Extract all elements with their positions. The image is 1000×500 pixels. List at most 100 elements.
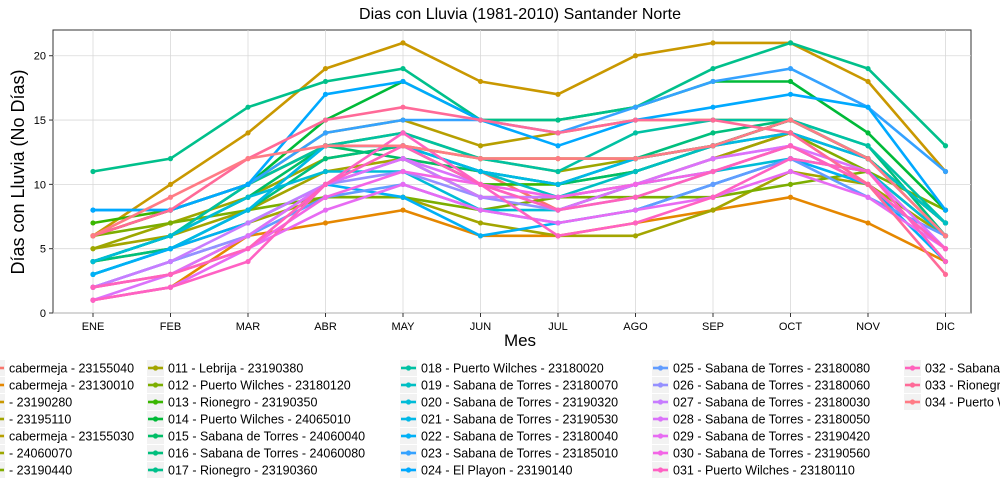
legend-marker — [909, 399, 916, 405]
data-point — [400, 40, 406, 46]
legend-item: - 23195110 — [0, 411, 71, 427]
data-point — [245, 181, 251, 187]
legend-label: 018 - Puerto Wilches - 23180020 — [421, 362, 604, 376]
legend-item: - 23190280 — [0, 394, 72, 410]
legend-label: cabermeja - 23155040 — [9, 362, 134, 376]
data-point — [865, 194, 871, 200]
data-point — [167, 220, 174, 226]
legend-marker — [657, 433, 664, 439]
data-point — [632, 156, 639, 162]
data-point — [322, 91, 329, 97]
legend-label: 029 - Sabana de Torres - 23190420 — [673, 430, 870, 444]
legend-label: 020 - Sabana de Torres - 23190320 — [421, 396, 618, 410]
data-point — [400, 130, 406, 136]
data-point — [167, 233, 174, 239]
legend-marker — [405, 365, 412, 371]
y-tick-label: 10 — [34, 179, 46, 191]
data-point — [710, 130, 716, 136]
legend-item: 027 - Sabana de Torres - 23180030 — [652, 394, 870, 410]
data-point — [400, 168, 406, 175]
legend-label: cabermeja - 23130010 — [9, 379, 134, 393]
data-point — [710, 117, 716, 123]
series-line — [92, 41, 947, 173]
x-tick-label: MAY — [391, 321, 415, 333]
data-point — [322, 65, 329, 72]
y-tick-label: 15 — [34, 115, 46, 127]
series-line — [92, 195, 947, 302]
legend-item: 013 - Rionegro - 23190350 — [147, 394, 317, 410]
legend-item: 030 - Sabana de Torres - 23190560 — [652, 445, 870, 461]
data-point — [167, 181, 174, 187]
legend-marker — [152, 365, 159, 371]
data-point — [865, 168, 871, 175]
data-point — [477, 156, 484, 162]
legend-item: 015 - Sabana de Torres - 24060040 — [147, 428, 365, 444]
legend-marker — [657, 365, 664, 371]
legend-item: 012 - Puerto Wilches - 23180120 — [147, 377, 351, 393]
chart-title: Dias con Lluvia (1981-2010) Santander No… — [359, 6, 681, 23]
data-point — [477, 233, 484, 239]
data-point — [477, 117, 484, 123]
data-point — [865, 181, 871, 187]
data-point — [865, 143, 871, 149]
data-point — [90, 168, 96, 175]
legend-item: 016 - Sabana de Torres - 24060080 — [147, 445, 365, 461]
legend-label: 016 - Sabana de Torres - 24060080 — [168, 447, 365, 461]
legend-item: 033 - Rionegr — [904, 377, 1000, 393]
data-point — [632, 207, 639, 213]
data-point — [477, 78, 484, 85]
data-point — [322, 130, 329, 136]
data-point — [555, 181, 561, 187]
data-point — [400, 143, 406, 149]
legend-marker — [152, 433, 159, 439]
legend-marker — [405, 382, 412, 388]
legend-label: 025 - Sabana de Torres - 23180080 — [673, 362, 870, 376]
legend-label: 015 - Sabana de Torres - 24060040 — [168, 430, 365, 444]
data-point — [167, 207, 174, 213]
legend-label: 028 - Sabana de Torres - 23180050 — [673, 413, 870, 427]
x-axis-title: Mes — [504, 331, 536, 350]
legend-label: 012 - Puerto Wilches - 23180120 — [168, 379, 351, 393]
series-28 — [90, 143, 949, 290]
data-point — [787, 143, 794, 149]
legend-label: 017 - Rionegro - 23190360 — [168, 464, 317, 478]
series-30 — [90, 117, 949, 239]
legend-item: 031 - Puerto Wilches - 23180110 — [652, 462, 855, 478]
data-point — [787, 194, 794, 200]
legend-label: 024 - El Playon - 23190140 — [421, 464, 573, 478]
x-tick-label: JUN — [470, 321, 491, 333]
data-point — [400, 194, 406, 200]
data-point — [322, 220, 329, 226]
data-point — [245, 220, 251, 226]
data-point — [167, 258, 174, 265]
series-line — [92, 41, 947, 237]
data-point — [167, 271, 174, 278]
x-tick-label: DIC — [936, 321, 955, 333]
data-point — [322, 207, 329, 213]
legend-item: 026 - Sabana de Torres - 23180060 — [652, 377, 870, 393]
data-point — [787, 181, 794, 187]
legend-label: 034 - Puerto W — [925, 396, 1000, 410]
data-point — [710, 181, 716, 187]
data-point — [632, 220, 639, 226]
legend-label: 022 - Sabana de Torres - 23180040 — [421, 430, 618, 444]
data-point — [632, 130, 639, 136]
data-point — [400, 117, 406, 123]
legend-label: 011 - Lebrija - 23190380 — [168, 362, 303, 376]
legend-label: 014 - Puerto Wilches - 24065010 — [168, 413, 351, 427]
series-lines — [90, 40, 949, 303]
data-point — [555, 156, 561, 162]
series-line — [92, 170, 947, 302]
data-point — [477, 181, 484, 187]
data-point — [90, 207, 96, 213]
legend: cabermeja - 23155040 cabermeja - 23130010… — [0, 360, 1000, 478]
data-point — [90, 220, 96, 226]
data-point — [787, 168, 794, 175]
data-point — [400, 207, 406, 213]
data-point — [710, 65, 716, 72]
data-point — [632, 168, 639, 175]
data-point — [245, 233, 251, 239]
data-point — [245, 246, 251, 252]
x-tick-label: SEP — [702, 321, 724, 333]
legend-label: 032 - Sabana — [925, 362, 1000, 376]
